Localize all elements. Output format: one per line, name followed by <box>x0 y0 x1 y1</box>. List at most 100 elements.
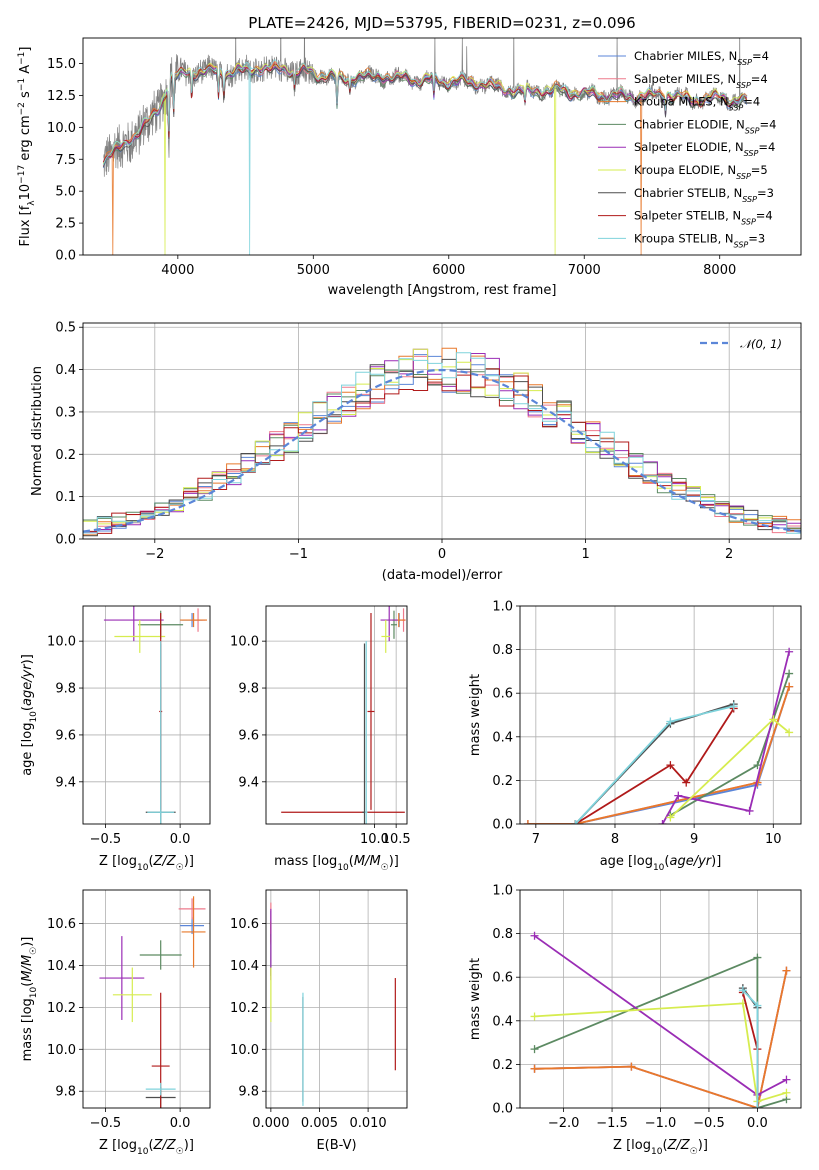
label-part: ( <box>664 854 669 869</box>
legend-entry-salpeter-stelib: Salpeter STELIB, NSSP=4 <box>634 209 773 227</box>
x-axis-label: E(B-V) <box>316 1138 356 1153</box>
y-tick-label: 5.0 <box>55 185 76 200</box>
x-tick-label: 5000 <box>297 263 330 278</box>
x-axis-label: age [log10(age/yr)] <box>600 854 722 873</box>
x-tick-label: 9 <box>690 832 698 847</box>
series-marker <box>530 931 539 940</box>
legend-entry-salpeter-miles: Salpeter MILES, NSSP=4 <box>634 72 768 90</box>
histogram-salpeter-stelib <box>83 368 801 534</box>
series-marker <box>753 953 762 962</box>
x-tick-label: 0.000 <box>252 1116 289 1131</box>
y-tick-label: 10.4 <box>230 959 259 974</box>
legend-entry-normal: 𝒩(0, 1) <box>740 337 782 351</box>
label-part: ☉ <box>29 947 39 955</box>
x-tick-label: −0.5 <box>90 1116 122 1131</box>
legend-sub: SSP <box>737 58 752 67</box>
series-marker <box>769 715 778 724</box>
legend-entry-salpeter-elodie: Salpeter ELODIE, NSSP=4 <box>634 140 775 158</box>
ticks: 10.010.59.49.69.810.0 <box>230 635 411 847</box>
plot-area <box>99 896 206 1108</box>
errorbar-kroupa-elodie <box>112 967 152 1023</box>
label-part: Z/Z <box>153 854 177 869</box>
spectrum-model-kroupa-stelib <box>102 59 748 255</box>
legend-entry-chabrier-miles: Chabrier MILES, NSSP=4 <box>634 49 769 67</box>
plot-area <box>281 606 406 824</box>
label-part: 10 <box>29 986 39 998</box>
plot-area <box>83 347 801 537</box>
ticks: −0.5 0.0 9.8 10.0 10.2 10.4 10.6 <box>47 917 190 1131</box>
y-tick-label: 12.5 <box>47 89 76 104</box>
x-tick-label: 0.0 <box>170 1116 191 1131</box>
label-part: Flux [f <box>18 205 33 246</box>
legend-entry-chabrier-elodie: Chabrier ELODIE, NSSP=4 <box>634 117 776 135</box>
series-marker <box>785 728 794 737</box>
label-part: age [log <box>600 854 653 869</box>
series-marker <box>785 669 794 678</box>
label-part: Z [log <box>99 1138 137 1153</box>
legend-entry-kroupa-miles: Kroupa MILES, NSSP=4 <box>634 95 760 113</box>
grid <box>266 606 407 824</box>
errorbar-kroupa-elodie <box>381 620 391 653</box>
errorbar-kroupa-elodie <box>114 620 166 653</box>
axes-frame <box>82 322 802 540</box>
y-tick-label: 0.8 <box>492 643 513 658</box>
errorbar-salpeter-elodie <box>103 606 164 642</box>
y-tick-label: 9.8 <box>238 682 259 697</box>
axes-frame <box>265 889 408 1109</box>
legend-suffix: =4 <box>760 117 777 131</box>
y-tick-label: 0.4 <box>492 1014 513 1029</box>
label-part: erg cm <box>18 115 33 164</box>
x-tick-label: 7000 <box>568 263 601 278</box>
label-part: 10 <box>18 184 33 201</box>
errorbar-chabrier-miles <box>180 917 205 935</box>
errorbar-salpeter-stelib <box>151 992 170 1108</box>
y-axis-label: mass [log10(M/M☉)] <box>20 937 39 1062</box>
label-part: ( <box>349 854 354 869</box>
axes-frame <box>519 605 802 825</box>
y-tick-label: 10.6 <box>230 917 259 932</box>
legend-text: Chabrier MILES, N <box>634 49 737 63</box>
x-axis-label: wavelength [Angstrom, rest frame] <box>328 283 557 298</box>
grid <box>83 606 210 824</box>
series-marker <box>666 761 675 770</box>
x-tick-label: −2 <box>145 547 164 562</box>
legend-sub: SSP <box>744 149 759 158</box>
y-tick-label: 1.0 <box>492 600 513 615</box>
x-tick-label: 1 <box>581 547 589 562</box>
y-tick-label: 15.0 <box>47 57 76 72</box>
legend-suffix: =3 <box>757 186 774 200</box>
y-tick-label: 0.3 <box>55 405 76 420</box>
errorbar-salpeter-miles <box>178 898 206 920</box>
label-part: mass [log <box>20 998 35 1061</box>
x-tick-label: −2.0 <box>548 1116 580 1131</box>
series-line <box>527 686 790 824</box>
legend-text: Kroupa STELIB, N <box>634 231 734 245</box>
series-marker <box>627 1062 636 1071</box>
legend-text: Salpeter ELODIE, N <box>634 140 744 154</box>
x-tick-label: 10 <box>765 832 782 847</box>
y-tick-label: 0.2 <box>492 1058 513 1073</box>
label-part: 10 <box>337 863 349 873</box>
y-tick-label: 10.0 <box>230 1043 259 1058</box>
y-tick-label: 0.2 <box>492 774 513 789</box>
errorbar-salpeter-elodie <box>99 936 145 1020</box>
panel-mass-vs-Z: −0.5 0.09.810.010.210.410.6Z [log10(Z/Z☉)… <box>20 889 211 1157</box>
legend-sub: SSP <box>736 80 751 89</box>
legend-text: Chabrier STELIB, N <box>634 186 742 200</box>
y-tick-label: 9.8 <box>55 682 76 697</box>
plot-area <box>102 38 748 255</box>
y-tick-label: 0.2 <box>55 448 76 463</box>
errorbar-chabrier-elodie <box>139 940 182 970</box>
legend-entry-chabrier-stelib: Chabrier STELIB, NSSP=3 <box>634 186 774 204</box>
label-part: )] <box>389 854 399 869</box>
label-part: s <box>18 91 33 102</box>
axes-frame <box>82 889 211 1109</box>
series-marker <box>666 813 675 822</box>
series-line <box>534 970 788 1108</box>
x-axis-label: mass [log10(M/M☉)] <box>274 854 399 873</box>
label-part: Z/Z <box>153 1138 177 1153</box>
y-tick-label: 0.5 <box>55 321 76 336</box>
label-part: −1 <box>17 52 27 65</box>
